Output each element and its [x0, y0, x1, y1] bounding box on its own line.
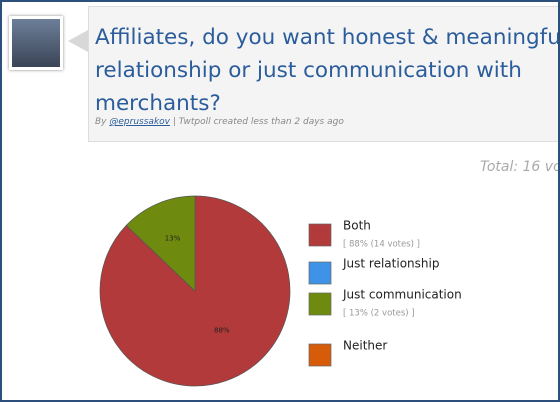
legend-detail: [ 88% (14 votes) ]: [343, 240, 420, 250]
legend-swatch: [308, 223, 332, 247]
legend-label: Neither: [343, 339, 387, 353]
pie-slice: [125, 195, 196, 292]
legend-label: Just relationship: [342, 257, 439, 271]
legend-swatch: [308, 292, 332, 316]
author-link[interactable]: @eprussakov: [109, 117, 170, 127]
byline: By @eprussakov | Twtpoll created less th…: [95, 117, 344, 127]
avatar[interactable]: [9, 16, 63, 70]
total-votes: Total: 16 vo: [480, 159, 560, 175]
question-box: Affiliates, do you want honest & meaning…: [88, 6, 560, 142]
legend-swatch: [308, 343, 332, 367]
legend-swatch: [308, 261, 332, 285]
slice-label: 13%: [165, 235, 181, 243]
legend-label: Both: [343, 219, 371, 233]
legend-label: Just communication: [342, 288, 462, 302]
slice-label: 88%: [214, 326, 230, 334]
legend-detail: [ 13% (2 votes) ]: [343, 309, 415, 319]
meta: | Twtpoll created less than 2 days ago: [172, 117, 344, 127]
question: Affiliates, do you want honest & meaning…: [95, 25, 560, 116]
by: By: [95, 117, 107, 127]
bubble-pointer: [68, 30, 88, 52]
